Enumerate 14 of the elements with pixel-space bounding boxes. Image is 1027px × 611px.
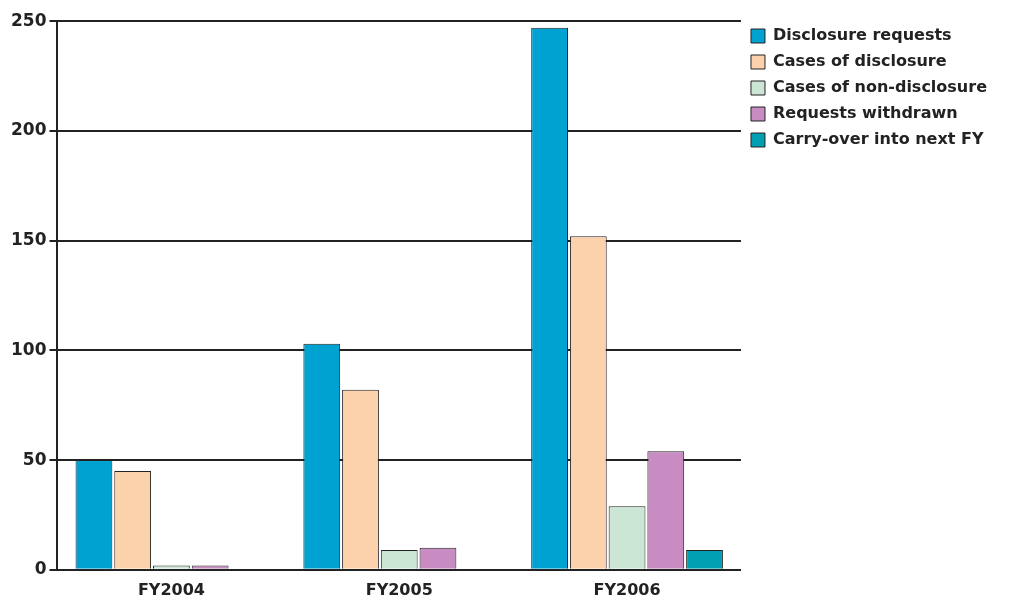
y-tick-label: 100 [10, 338, 47, 359]
legend-label: Requests withdrawn [772, 103, 958, 123]
y-tick-label: 250 [10, 9, 47, 30]
y-tick-label: 200 [10, 119, 47, 140]
legend-label: Disclosure requests [772, 25, 952, 45]
y-tick-label: 150 [10, 229, 47, 250]
legend-label: Cases of disclosure [772, 51, 947, 71]
x-tick-label: FY2006 [593, 579, 661, 599]
legend-label: Carry-over into next FY [772, 129, 984, 149]
x-tick-label: FY2005 [365, 579, 433, 599]
legend-label: Cases of non-disclosure [772, 77, 988, 97]
y-tick-label: 0 [34, 558, 47, 579]
y-tick-label: 50 [22, 448, 47, 469]
x-tick-label: FY2004 [137, 579, 205, 599]
